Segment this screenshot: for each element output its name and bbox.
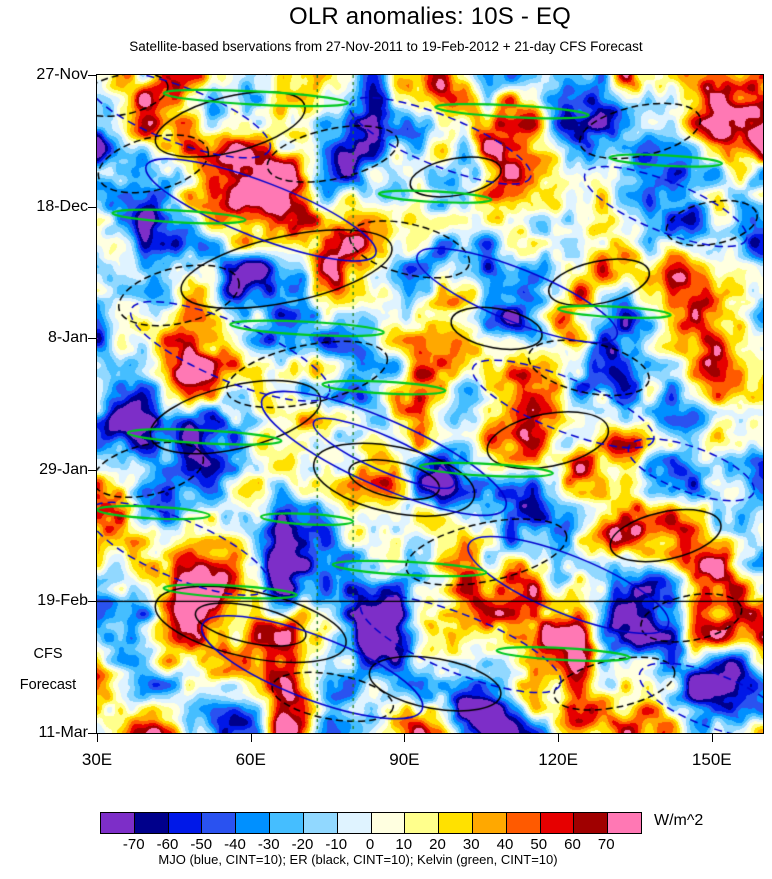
y-tick-label: 11-Mar	[38, 724, 89, 741]
colorbar	[100, 812, 642, 834]
colorbar-segment	[133, 813, 168, 833]
colorbar-segment	[235, 813, 270, 833]
cfs-label: CFS	[33, 646, 63, 662]
colorbar-segment	[539, 813, 574, 833]
y-tick-label: 29-Jan	[39, 460, 88, 478]
colorbar-tick-label: 40	[496, 836, 514, 853]
colorbar-tick-label: -30	[257, 836, 280, 853]
colorbar-tick-label: -40	[224, 836, 246, 853]
colorbar-tick-label: 0	[365, 836, 375, 853]
legend-note: MJO (blue, CINT=10); ER (black, CINT=10)…	[158, 852, 558, 867]
x-tick-label: 60E	[235, 750, 266, 769]
colorbar-segment	[607, 813, 641, 833]
colorbar-segment	[404, 813, 439, 833]
y-tick-label: 27-Nov	[36, 66, 88, 83]
y-major-tick	[88, 206, 96, 208]
colorbar-tick-label: -60	[156, 836, 179, 853]
colorbar-tick-label: -10	[325, 836, 348, 853]
chart-subtitle: Satellite-based bservations from 27-Nov-…	[129, 39, 643, 54]
colorbar-tick-label: -50	[190, 836, 213, 853]
x-major-tick	[404, 734, 406, 742]
plot-area	[96, 74, 764, 734]
colorbar-segment	[269, 813, 303, 833]
colorbar-segment	[505, 813, 540, 833]
colorbar-tick-label: 60	[564, 836, 581, 853]
heatmap-canvas	[97, 75, 763, 733]
colorbar-segment	[101, 813, 134, 833]
x-major-tick	[250, 734, 252, 742]
colorbar-segment	[302, 813, 337, 833]
colorbar-tick-label: -70	[122, 836, 145, 853]
colorbar-segment	[201, 813, 236, 833]
y-major-tick	[88, 733, 96, 734]
x-major-tick	[558, 734, 560, 742]
x-tick-label: 90E	[389, 750, 420, 769]
colorbar-segment	[336, 813, 371, 833]
colorbar-tick-label: 20	[429, 836, 446, 853]
colorbar-tick-label: 50	[530, 836, 548, 853]
x-tick-label: 120E	[538, 750, 578, 769]
x-tick-label: 30E	[81, 750, 113, 769]
x-major-tick	[97, 734, 98, 742]
y-tick-label: 8-Jan	[47, 329, 88, 347]
colorbar-tick-label: 10	[395, 836, 413, 853]
chart-title: OLR anomalies: 10S - EQ	[288, 3, 572, 30]
x-major-tick	[711, 734, 713, 742]
y-major-tick	[88, 338, 96, 340]
colorbar-segment	[370, 813, 405, 833]
colorbar-segment	[167, 813, 202, 833]
y-tick-label: 18-Dec	[36, 197, 88, 215]
units-label: W/m^2	[654, 812, 704, 829]
colorbar-segment	[573, 813, 608, 833]
forecast-label: Forecast	[19, 677, 77, 693]
y-major-tick	[88, 469, 96, 471]
colorbar-segment	[438, 813, 472, 833]
y-tick-label: 19-Feb	[37, 592, 88, 610]
colorbar-segment	[471, 813, 506, 833]
colorbar-tick-label: 70	[597, 836, 615, 853]
colorbar-tick-label: 30	[462, 836, 480, 853]
y-major-tick	[88, 601, 96, 603]
y-major-tick	[88, 75, 96, 76]
x-tick-label: 150E	[691, 750, 732, 769]
colorbar-tick-label: -20	[291, 836, 314, 853]
colorbar-labels: -70 -60 -50 -40 -30 -20 -10 0 10 20 30 40 50 60 70	[100, 836, 640, 854]
